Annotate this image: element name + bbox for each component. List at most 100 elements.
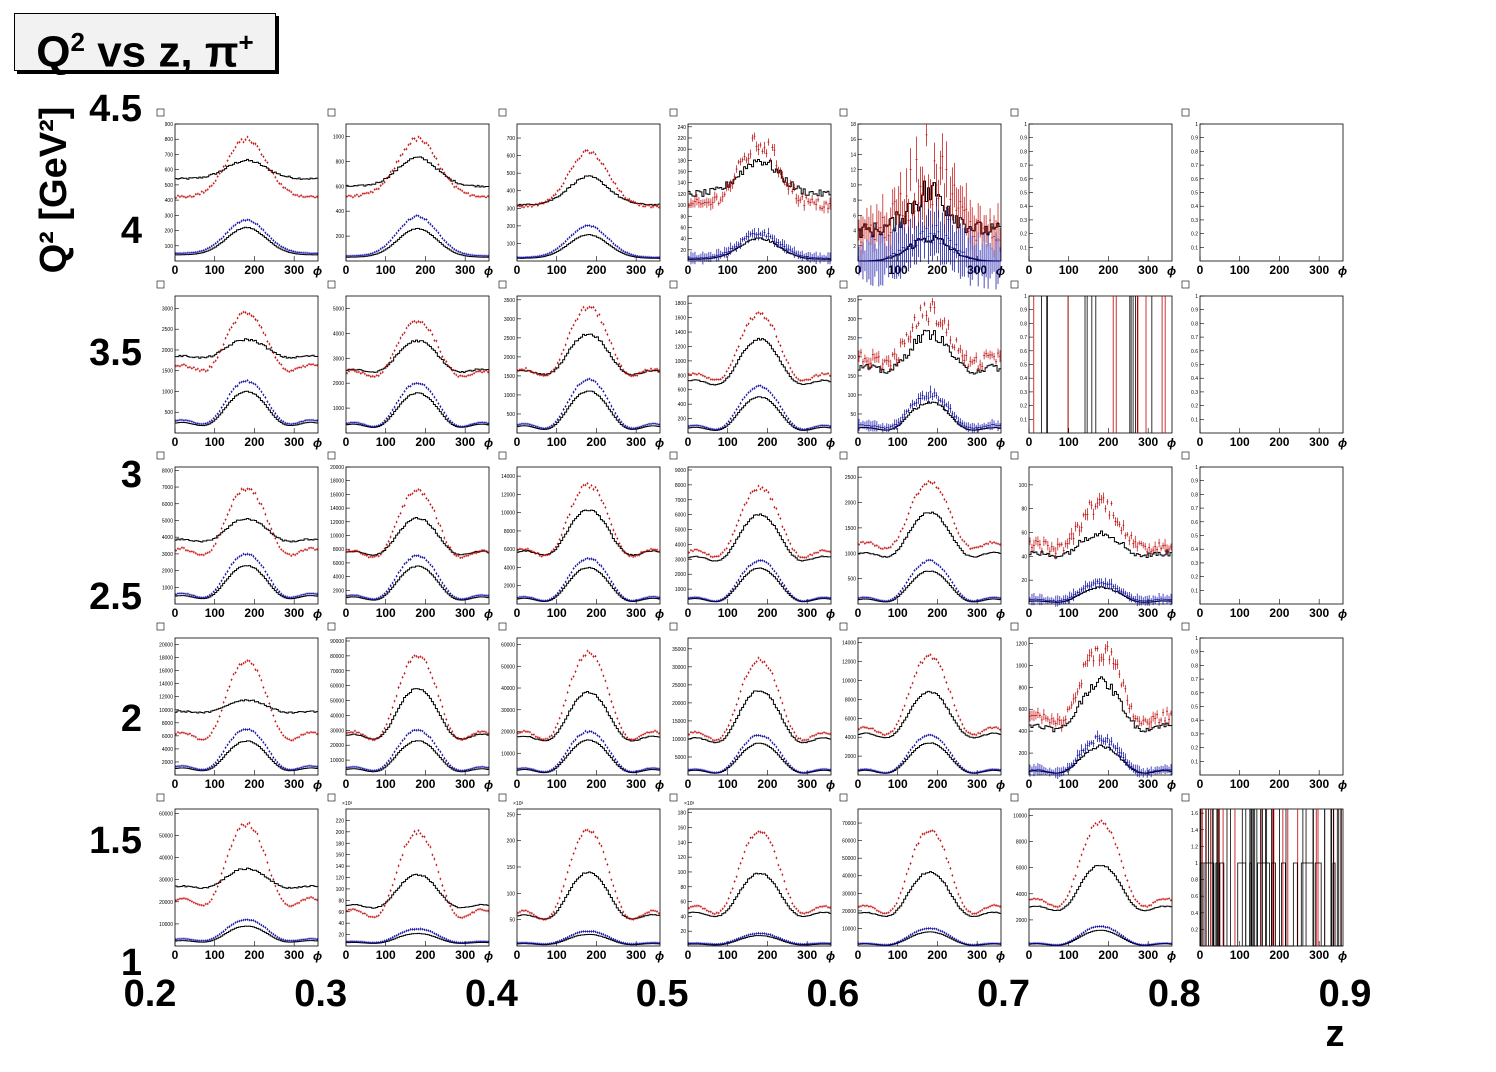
panel-y-tick-label: 180	[678, 158, 687, 164]
y-tick-label: 2	[121, 698, 142, 740]
panel-frame	[687, 295, 832, 434]
panel-y-tick-label: 40	[680, 237, 686, 243]
panel-stat-box	[327, 108, 336, 117]
panel-y-tick-label: 6000	[675, 513, 686, 519]
panel-x-tick-label: 200	[586, 263, 606, 277]
panel-y-tick-label: 1600	[675, 316, 686, 322]
panel-y-tick-label: 12	[850, 168, 856, 174]
panel-y-tick-label: 200	[336, 234, 345, 240]
panel-x-tick-label: 0	[343, 435, 350, 449]
panel-x-tick-label: 0	[855, 435, 862, 449]
panel-x-tick-label: 100	[376, 263, 396, 277]
panel-y-tick-label: 50	[850, 412, 856, 418]
panel-y-tick-label: 0.5	[1191, 363, 1198, 369]
panel-x-tick-label: 300	[1138, 263, 1158, 277]
panel-y-tick-label: 300	[507, 206, 516, 212]
panel-y-tick-label: 20	[1021, 578, 1027, 584]
panel-x-tick-label: 100	[547, 606, 567, 620]
panel-x-tick-label: 0	[1197, 263, 1204, 277]
panel-y-tick-label: 2000	[162, 348, 173, 354]
panel-0-1: 200 400 600 800 1000 0 100 200 300 ϕ	[327, 108, 493, 278]
panel-x-tick-label: 300	[284, 606, 304, 620]
panel-x-tick-label: 200	[1269, 435, 1289, 449]
panel-x-tick-label: 100	[888, 435, 908, 449]
panel-x-tick-label: 300	[626, 606, 646, 620]
panel-x-tick-label: 200	[415, 606, 435, 620]
panel-y-tick-label: 1500	[162, 369, 173, 375]
panel-y-tick-label: 14	[850, 152, 856, 158]
panel-x-tick-label: 0	[514, 606, 521, 620]
panel-x-label: ϕ	[826, 436, 835, 450]
panel-y-tick-label: 140	[678, 181, 687, 187]
panel-x-tick-label: 0	[343, 263, 350, 277]
panel-x-tick-label: 200	[927, 606, 947, 620]
panel-x-tick-label: 0	[172, 435, 179, 449]
panel-x-label: ϕ	[1167, 436, 1176, 450]
panel-y-tick-label: 6000	[162, 502, 173, 508]
panel-hist-black	[346, 339, 489, 374]
panel-y-tick-label: 3000	[675, 557, 686, 563]
panel-y-tick-label: 400	[336, 209, 345, 215]
panel-x-tick-label: 100	[718, 435, 738, 449]
panel-y-tick-label: 5000	[675, 528, 686, 534]
panel-y-tick-label: 220	[678, 136, 687, 142]
panel-hist-blackLow	[517, 390, 660, 430]
panel-2-0: 1000 2000 3000 4000 5000 6000 7000 8000 0 100 200 3…	[156, 451, 322, 621]
panel-x-tick-label: 300	[455, 606, 475, 620]
panel-hist-blackLow	[688, 396, 831, 431]
panel-y-tick-label: 2	[853, 244, 856, 250]
panel-x-tick-label: 0	[1197, 435, 1204, 449]
panel-y-tick-label: 250	[848, 336, 857, 342]
panel-y-tick-label: 3000	[162, 552, 173, 558]
panel-x-tick-label: 200	[586, 606, 606, 620]
panel-y-tick-label: 2000	[504, 584, 515, 590]
panel-hist-blackLow	[858, 401, 1001, 431]
panel-hist-blackLow	[517, 566, 660, 602]
panel-x-tick-label: 100	[205, 435, 225, 449]
panel-x-tick-label: 0	[343, 606, 350, 620]
panel-y-tick-label: 0.1	[1020, 417, 1027, 423]
panel-y-tick-label: 5000	[333, 306, 344, 312]
panel-x-label: ϕ	[484, 607, 493, 621]
panel-x-label: ϕ	[655, 607, 664, 621]
panel-y-tick-label: 120	[678, 192, 687, 198]
panel-y-tick-label: 18	[850, 122, 856, 128]
panel-frame	[345, 466, 490, 605]
panel-y-tick-label: 8000	[504, 529, 515, 535]
x-tick-label: 0.8	[1148, 973, 1201, 1015]
panel-x-tick-label: 200	[757, 263, 777, 277]
panel-frame	[1028, 466, 1173, 605]
panel-x-tick-label: 300	[1138, 606, 1158, 620]
panel-y-tick-label: 1500	[845, 526, 856, 532]
panel-y-tick-label: 1000	[333, 406, 344, 412]
panel-hist-black	[688, 513, 831, 562]
panel-y-tick-label: 9000	[675, 468, 686, 474]
panel-stat-box	[498, 451, 507, 460]
panel-y-tick-label: 2500	[845, 475, 856, 481]
panel-frame	[516, 123, 661, 262]
panel-x-label: ϕ	[996, 436, 1005, 450]
panel-hist-black	[175, 338, 318, 359]
panel-y-tick-label: 10	[850, 183, 856, 189]
panel-y-tick-label: 0.3	[1020, 218, 1027, 224]
panel-y-tick-label: 400	[507, 189, 516, 195]
panel-y-tick-label: 500	[507, 171, 516, 177]
panel-stat-box	[839, 451, 848, 460]
panel-hist-blackLow	[175, 226, 318, 256]
panel-y-tick-label: 0.9	[1020, 136, 1027, 142]
panel-1-0: 500 1000 1500 2000 2500 3000 0 100 200 300 ϕ	[156, 280, 322, 450]
title-sup2: +	[239, 27, 254, 57]
panel-frame	[1028, 295, 1173, 434]
panel-y-tick-label: 0.3	[1020, 390, 1027, 396]
panel-y-tick-label: 0.3	[1191, 218, 1198, 224]
x-tick-label: 0.4	[465, 973, 518, 1015]
y-tick-label: 1	[121, 942, 142, 984]
panel-stat-box	[839, 108, 848, 117]
panel-y-tick-label: 4000	[333, 575, 344, 581]
panel-stat-box	[839, 280, 848, 289]
panel-y-tick-label: 0.5	[1020, 363, 1027, 369]
x-tick-label: 0.3	[294, 973, 347, 1015]
panel-y-tick-label: 18000	[330, 479, 344, 485]
panel-x-label: ϕ	[996, 264, 1005, 278]
